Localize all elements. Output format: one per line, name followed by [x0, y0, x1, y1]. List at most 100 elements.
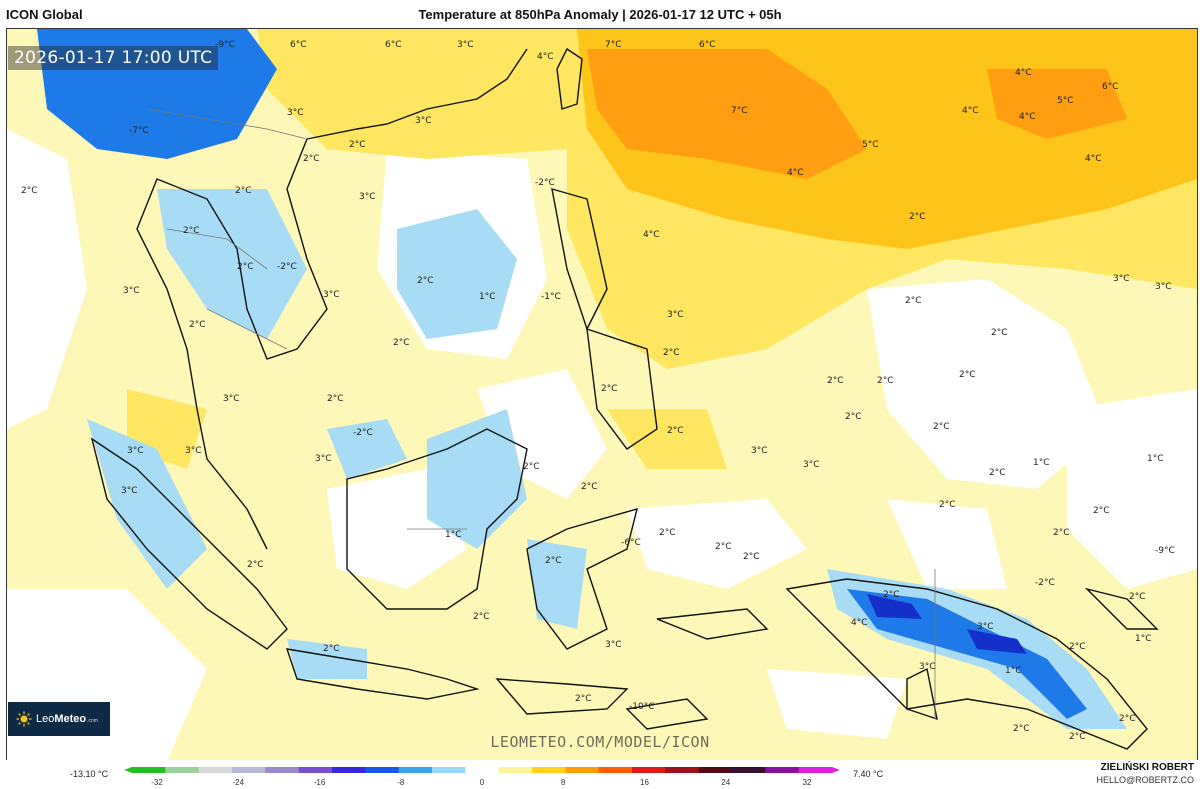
temperature-label: 2°C — [247, 560, 264, 570]
temperature-label: 2°C — [663, 348, 680, 358]
temperature-label: 4°C — [1019, 112, 1036, 122]
temperature-label: 2°C — [237, 262, 254, 272]
colorbar-segment — [465, 767, 500, 773]
temperature-label: 2°C — [883, 590, 900, 600]
temperature-label: 2°C — [909, 212, 926, 222]
temperature-label: 7°C — [605, 40, 622, 50]
temperature-label: -6°C — [621, 538, 641, 548]
temperature-label: 1°C — [1033, 458, 1050, 468]
temperature-label: 3°C — [803, 460, 820, 470]
colorbar-segment — [432, 767, 466, 773]
temperature-label: 2°C — [473, 612, 490, 622]
map-area[interactable]: -9°C 6°C 6°C 3°C 7°C 6°C 4°C 4°C 6°C 5°C -7°C 3°C 3°… — [6, 28, 1198, 762]
colorbar-segment — [398, 767, 433, 773]
colorbar-segment — [198, 767, 233, 773]
author-email[interactable]: HELLO@ROBERTZ.CO — [1096, 775, 1195, 785]
colorbar-segment — [632, 767, 666, 773]
temperature-label: 2°C — [235, 186, 252, 196]
temperature-label: -9°C — [1155, 546, 1175, 556]
temperature-label: 2°C — [659, 528, 676, 538]
temperature-label: 2°C — [827, 376, 844, 386]
colorbar-segment — [365, 767, 400, 773]
temperature-label: 2°C — [939, 500, 956, 510]
leometeo-logo[interactable]: LeoMeteo.com — [8, 702, 110, 736]
cool-anomaly-deep — [37, 29, 1087, 719]
colorbar-tick-label: -8 — [397, 778, 405, 787]
temperature-label: 4°C — [1015, 68, 1032, 78]
color-scale-bar: -32 -24 -16 -8 0 8 16 24 32 — [124, 767, 840, 787]
temperature-label: 3°C — [323, 290, 340, 300]
temperature-label: 2°C — [523, 462, 540, 472]
temperature-label: 3°C — [127, 446, 144, 456]
temperature-label: 2°C — [1069, 732, 1086, 742]
colorbar-segment — [232, 767, 266, 773]
model-name: ICON Global — [6, 7, 83, 22]
temperature-label: 3°C — [223, 394, 240, 404]
temperature-label: 2°C — [183, 226, 200, 236]
temperature-label: 2°C — [715, 542, 732, 552]
temperature-label: 2°C — [1069, 642, 1086, 652]
temperature-label: 3°C — [751, 446, 768, 456]
temperature-label: 2°C — [845, 412, 862, 422]
sun-icon — [16, 711, 32, 727]
temperature-label: 2°C — [393, 338, 410, 348]
temperature-label: 3°C — [1155, 282, 1172, 292]
near-zero-regions — [7, 129, 1197, 761]
colorbar-tick-label: 16 — [640, 778, 649, 787]
logo-text-leo: Leo — [36, 713, 55, 725]
legend-max-value: 7.40 °C — [853, 769, 884, 779]
colorbar-max-arrow — [832, 767, 840, 773]
colorbar-segment — [332, 767, 366, 773]
colorbar-segment — [665, 767, 700, 773]
coastlines — [90, 47, 1159, 750]
temperature-label: -9°C — [215, 40, 235, 50]
temperature-label: 5°C — [1057, 96, 1074, 106]
temperature-label: -2°C — [1035, 578, 1055, 588]
temperature-label: 1°C — [1005, 666, 1022, 676]
temperature-label: 4°C — [787, 168, 804, 178]
valid-time-stamp: 2026-01-17 17:00 UTC — [8, 46, 219, 70]
temperature-label: 6°C — [1102, 82, 1119, 92]
colorbar-segment — [132, 767, 166, 773]
colorbar-segment — [265, 767, 300, 773]
borders — [146, 108, 936, 719]
temperature-label: 3°C — [605, 640, 622, 650]
temperature-label: 2°C — [959, 370, 976, 380]
temperature-label: 3°C — [123, 286, 140, 296]
temperature-label: -2°C — [353, 428, 373, 438]
colorbar-segment — [565, 767, 600, 773]
temperature-label: 3°C — [359, 192, 376, 202]
temperature-label: 2°C — [417, 276, 434, 286]
colorbar-segment — [598, 767, 633, 773]
temperature-label: 3°C — [415, 116, 432, 126]
temperature-label: -1°C — [541, 292, 561, 302]
colorbar-segment — [165, 767, 200, 773]
colorbar-segments — [132, 767, 833, 773]
temperature-label: 2°C — [349, 140, 366, 150]
colorbar-segment — [732, 767, 766, 773]
temperature-label: 4°C — [851, 618, 868, 628]
temperature-label: 2°C — [1093, 506, 1110, 516]
temperature-label: 2°C — [189, 320, 206, 330]
temperature-label: 2°C — [991, 328, 1008, 338]
temperature-label: 2°C — [989, 468, 1006, 478]
temperature-label: 4°C — [643, 230, 660, 240]
colorbar-tick-label: 8 — [561, 778, 566, 787]
temperature-label: 2°C — [743, 552, 760, 562]
temperature-label: -2°C — [277, 262, 297, 272]
temperature-label: 3°C — [121, 486, 138, 496]
temperature-label: -10°C — [629, 702, 654, 712]
temperature-label: 6°C — [699, 40, 716, 50]
temperature-label: 2°C — [303, 154, 320, 164]
temperature-label: 2°C — [601, 384, 618, 394]
warm-anomaly-orange — [587, 49, 1127, 179]
cool-anomaly-darkest — [867, 594, 1027, 654]
temperature-labels: -9°C 6°C 6°C 3°C 7°C 6°C 4°C 4°C 6°C 5°C -7°C 3°C 3°… — [21, 40, 1175, 742]
temperature-label: 4°C — [537, 52, 554, 62]
temperature-label: 2°C — [21, 186, 38, 196]
temperature-label: 2°C — [327, 394, 344, 404]
temperature-label: 1°C — [479, 292, 496, 302]
colorbar-segment — [765, 767, 800, 773]
temperature-label: 2°C — [905, 296, 922, 306]
legend-footer: -13.10 °C -32 -24 -16 -8 0 8 16 24 32 7.40 °C ZI… — [0, 760, 1200, 789]
